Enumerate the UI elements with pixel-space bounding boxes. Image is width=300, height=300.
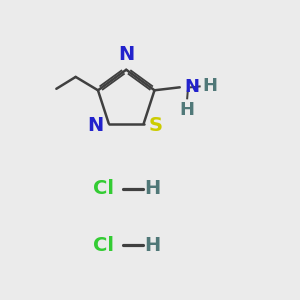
Text: H: H: [202, 77, 217, 95]
Text: S: S: [149, 116, 163, 134]
Text: H: H: [144, 179, 160, 198]
Text: N: N: [118, 45, 134, 64]
Text: H: H: [144, 236, 160, 255]
Text: N: N: [184, 78, 199, 96]
Text: Cl: Cl: [93, 236, 114, 255]
Text: N: N: [87, 116, 104, 134]
Text: Cl: Cl: [93, 179, 114, 198]
Text: H: H: [180, 101, 195, 119]
